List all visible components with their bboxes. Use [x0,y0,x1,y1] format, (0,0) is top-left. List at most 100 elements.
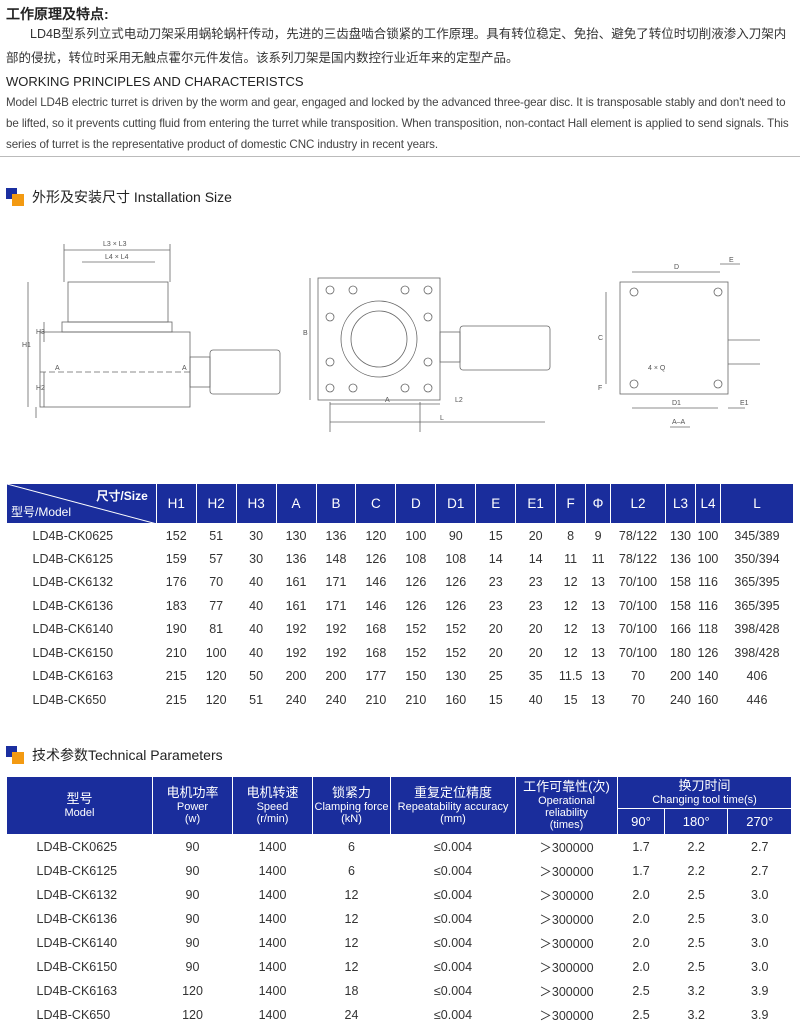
table-cell: 176 [165,575,187,590]
table-cell: 11 [591,551,605,566]
diagonal-line [7,484,157,524]
table-cell: 1400 [258,1007,287,1022]
label-f: F [598,385,602,392]
table-cell: 13 [591,645,606,660]
table-cell: 200 [670,669,691,684]
install-title: 外形及安装尺寸 Installation Size [32,189,232,205]
table-cell: 51 [209,528,224,543]
table-cell: 30 [249,528,264,543]
table-cell: 77 [209,598,224,613]
table-cell: 152 [165,528,187,543]
table-cell: 126 [365,551,387,566]
table-cell: 192 [325,645,347,660]
model-cell: LD4B-CK6150 [32,645,114,660]
label-e: E [729,257,734,264]
table-cell: 192 [325,622,347,637]
label-c: C [598,335,603,342]
header-cn: 电机功率 [166,784,219,800]
table-cell: ≤0.004 [433,935,473,950]
label-e1: E1 [740,400,749,407]
model-cell: LD4B-CK6136 [36,911,118,926]
model-cell: LD4B-CK650 [36,1007,111,1022]
table-cell: 192 [285,645,307,660]
table-cell: 12 [344,887,359,902]
header-col: 锁紧力 Clamping force (kN) [312,776,391,835]
table-cell: 14 [528,551,543,566]
model-cell: LD4B-CK6150 [36,959,118,974]
table-cell: 190 [165,622,187,637]
table-cell: ＞300000 [539,889,594,903]
header-cn: 换刀时间 [678,777,731,793]
table-cell: 148 [325,551,347,566]
table-cell: 210 [365,692,387,707]
table-cell: 210 [165,645,187,660]
header-en: Repeatability accuracy [397,800,509,813]
table-cell: 23 [488,575,503,590]
table-cell: 3.9 [751,1007,769,1022]
table-cell: 398/428 [734,645,780,660]
header-unit: (times) [549,818,584,831]
model-cell: LD4B-CK6132 [32,575,114,590]
table-cell: 12 [563,645,578,660]
table-cell: 90 [448,528,463,543]
size-label: 尺寸/Size [96,489,148,503]
table-row: LD4B-CK0625 90 1400 6 ≤0.004 ＞300000 1.7 2.2 2.7 [7,835,792,859]
label-l2: L2 [455,397,463,404]
col-header: L [719,483,795,524]
table-cell: 2.5 [687,935,705,950]
table-cell: 166 [670,622,691,637]
table-cell: 120 [182,983,203,998]
model-cell: LD4B-CK6140 [36,935,118,950]
intro-paragraph-cn: LD4B型系列立式电动刀架采用蜗轮蜗杆传动，先进的三齿盘啮合锁紧的工作原理。具有… [6,27,787,65]
table-cell: 1.7 [632,863,650,878]
table-cell: 70 [631,692,645,707]
table-cell: 161 [285,598,307,613]
table-cell: ＞300000 [539,841,594,856]
model-cell: LD4B-CK0625 [36,839,118,854]
model-cell: LD4B-CK6140 [32,622,114,637]
table-cell: 158 [670,598,691,613]
table-cell: 168 [365,645,387,660]
header-cn: 锁紧力 [331,784,371,800]
table-cell: 1.7 [632,839,650,854]
table-cell: 3.0 [751,887,769,902]
table-cell: 2.0 [632,959,650,974]
table-cell: 11 [564,551,578,566]
technical-parameters-table: 型号 Model 电机功率 Power (w) 电机转速 Speed (r/min) 锁紧力 Cl… [6,776,792,1027]
table-cell: 100 [405,528,427,543]
table-cell: 1400 [258,959,287,974]
table-cell: 57 [209,551,224,566]
table-cell: 118 [697,622,718,637]
table-cell: 3.2 [687,983,705,998]
table-cell: 108 [405,551,427,566]
table-cell: 90 [185,863,200,878]
header-en: Speed [256,800,289,813]
table-cell: 9 [594,528,602,543]
table-cell: 90 [185,839,200,854]
model-cell: LD4B-CK6132 [36,887,118,902]
header-angle: 90° [616,808,666,835]
table-cell: 70/100 [618,598,658,613]
table-cell: 200 [285,669,307,684]
table-row: LD4B-CK6125 90 1400 6 ≤0.004 ＞300000 1.7 2.2 2.7 [7,859,792,883]
table-cell: 130 [445,669,467,684]
table-cell: 1400 [258,911,287,926]
table-cell: 13 [591,622,606,637]
table-cell: 25 [488,669,503,684]
side-view-drawing: L3 × L3 L4 × L4 H1 H2 H3 A A [22,241,281,418]
table-cell: 30 [249,551,264,566]
table-cell: 23 [488,598,503,613]
table-cell: 406 [746,669,768,684]
table-cell: 18 [344,983,359,998]
table-cell: 1400 [258,887,287,902]
label-b: B [303,330,308,337]
col-header: A [275,483,317,524]
table-cell: 81 [209,622,224,637]
table-cell: 3.2 [687,1007,705,1022]
table-cell: 1400 [258,935,287,950]
header-en: Changing tool time(s) [652,793,757,806]
table-cell: 146 [365,598,387,613]
table-cell: 152 [405,645,427,660]
table-cell: 51 [249,692,264,707]
table-cell: 6 [348,863,355,878]
